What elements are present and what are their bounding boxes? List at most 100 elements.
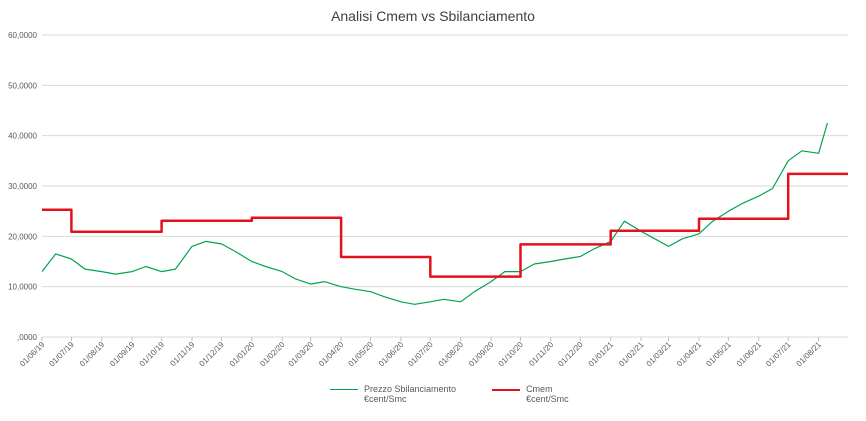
- data-point-prezzo: [473, 290, 476, 293]
- x-tick-label: 01/03/21: [645, 340, 674, 369]
- x-tick-label: 01/01/21: [587, 340, 616, 369]
- series-line-prezzo: [41, 122, 828, 305]
- data-point-prezzo: [294, 278, 297, 281]
- data-point-prezzo: [399, 300, 402, 303]
- data-point-prezzo: [800, 149, 803, 152]
- data-point-prezzo: [741, 202, 744, 205]
- x-tick-label: 01/07/19: [47, 340, 76, 369]
- data-point-prezzo: [114, 273, 117, 276]
- series-line-cmem: [42, 172, 848, 278]
- data-point-cmem: [340, 216, 343, 219]
- data-point-prezzo: [323, 280, 326, 283]
- x-tick-label: 01/03/20: [287, 340, 316, 369]
- data-point-prezzo: [490, 280, 493, 283]
- x-tick-label: 01/06/20: [377, 340, 406, 369]
- data-point-prezzo: [817, 152, 820, 155]
- x-tick-label: 01/08/21: [795, 340, 824, 369]
- data-point-prezzo: [826, 122, 829, 125]
- data-point-prezzo: [383, 295, 386, 298]
- x-tick-label: 01/04/20: [317, 340, 346, 369]
- data-point-cmem: [787, 217, 790, 220]
- data-point-prezzo: [353, 288, 356, 291]
- x-tick-label: 01/02/20: [258, 340, 287, 369]
- data-point-cmem: [697, 229, 700, 232]
- data-point-prezzo: [563, 257, 566, 260]
- x-tick-label: 01/05/21: [704, 340, 733, 369]
- x-tick-label: 01/02/21: [617, 340, 646, 369]
- data-point-cmem: [519, 275, 522, 278]
- data-point-prezzo: [533, 263, 536, 266]
- data-point-prezzo: [609, 240, 612, 243]
- x-tick-label: 01/01/20: [228, 340, 257, 369]
- data-point-prezzo: [84, 268, 87, 271]
- chart-title: Analisi Cmem vs Sbilanciamento: [331, 8, 535, 24]
- y-tick-label: 20,0000: [8, 232, 37, 241]
- data-point-prezzo: [100, 270, 103, 273]
- data-point-cmem: [160, 230, 163, 233]
- y-tick-label: 30,0000: [8, 182, 37, 191]
- x-tick-label: 01/07/21: [764, 340, 793, 369]
- data-point-prezzo: [340, 285, 343, 288]
- data-point-prezzo: [653, 237, 656, 240]
- data-point-prezzo: [220, 242, 223, 245]
- data-point-prezzo: [593, 247, 596, 250]
- data-point-prezzo: [443, 298, 446, 301]
- data-point-prezzo: [144, 265, 147, 268]
- data-point-cmem: [519, 243, 522, 246]
- data-point-cmem: [70, 208, 73, 211]
- data-point-prezzo: [70, 257, 73, 260]
- data-point-cmem: [429, 255, 432, 258]
- data-point-cmem: [847, 172, 850, 175]
- data-point-cmem: [250, 216, 253, 219]
- y-tick-label: 10,0000: [8, 283, 37, 292]
- data-point-cmem: [787, 172, 790, 175]
- x-tick-label: 01/11/20: [527, 340, 555, 368]
- legend-item-cmem: Cmem €cent/Smc: [492, 384, 569, 404]
- data-point-prezzo: [459, 300, 462, 303]
- data-point-cmem: [609, 229, 612, 232]
- data-point-cmem: [429, 275, 432, 278]
- x-tick-label: 01/08/20: [437, 340, 466, 369]
- data-point-prezzo: [250, 260, 253, 263]
- x-tick-label: 01/05/20: [347, 340, 376, 369]
- data-point-prezzo: [697, 232, 700, 235]
- x-tick-label: 01/10/19: [138, 340, 167, 369]
- x-tick-label: 01/09/20: [467, 340, 496, 369]
- data-point-prezzo: [623, 220, 626, 223]
- data-point-cmem: [340, 255, 343, 258]
- data-point-prezzo: [787, 159, 790, 162]
- data-point-prezzo: [667, 245, 670, 248]
- data-point-prezzo: [579, 255, 582, 258]
- data-point-prezzo: [771, 187, 774, 190]
- data-point-prezzo: [264, 265, 267, 268]
- y-tick-label: 60,0000: [8, 31, 37, 40]
- data-point-cmem: [160, 219, 163, 222]
- data-point-prezzo: [640, 230, 643, 233]
- x-tick-label: 01/12/19: [197, 340, 226, 369]
- data-point-cmem: [697, 217, 700, 220]
- x-tick-label: 01/10/20: [497, 340, 526, 369]
- legend-label-cmem: Cmem €cent/Smc: [526, 384, 569, 404]
- data-point-prezzo: [234, 250, 237, 253]
- y-tick-label: ,0000: [17, 333, 38, 342]
- x-tick-label: 01/12/20: [556, 340, 585, 369]
- data-point-prezzo: [191, 245, 194, 248]
- data-point-prezzo: [204, 240, 207, 243]
- data-point-prezzo: [519, 270, 522, 273]
- data-point-cmem: [70, 230, 73, 233]
- y-tick-label: 40,0000: [8, 132, 37, 141]
- x-tick-label: 01/06/21: [735, 340, 764, 369]
- data-point-prezzo: [711, 220, 714, 223]
- x-tick-label: 01/04/21: [675, 340, 704, 369]
- data-point-prezzo: [160, 270, 163, 273]
- data-point-cmem: [250, 219, 253, 222]
- data-point-prezzo: [281, 270, 284, 273]
- data-point-prezzo: [413, 303, 416, 306]
- data-point-prezzo: [429, 300, 432, 303]
- legend-label-prezzo: Prezzo Sbilanciamento €cent/Smc: [364, 384, 457, 404]
- legend-swatch-prezzo: [330, 389, 358, 390]
- x-tick-label: 01/09/19: [108, 340, 137, 369]
- data-point-prezzo: [727, 210, 730, 213]
- data-point-prezzo: [54, 252, 57, 255]
